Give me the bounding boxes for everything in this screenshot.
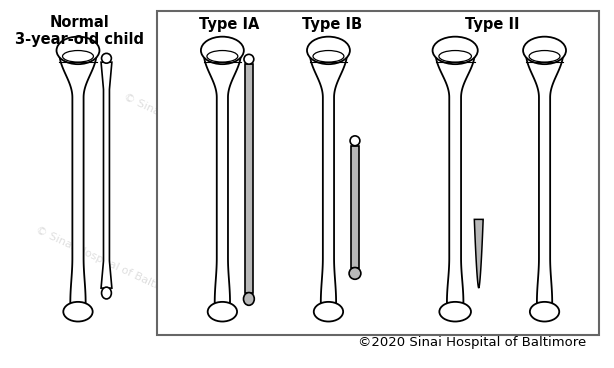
Polygon shape — [60, 52, 96, 303]
Polygon shape — [310, 52, 347, 303]
Text: © Sinai Hospital of Baltimore: © Sinai Hospital of Baltimore — [309, 63, 460, 140]
Ellipse shape — [208, 302, 237, 322]
Ellipse shape — [530, 302, 559, 322]
Polygon shape — [475, 219, 483, 288]
Bar — [157, 11, 599, 335]
Ellipse shape — [314, 302, 343, 322]
Text: ©2020 Sinai Hospital of Baltimore: ©2020 Sinai Hospital of Baltimore — [357, 336, 586, 349]
Ellipse shape — [201, 37, 244, 64]
Text: Type II: Type II — [465, 17, 519, 32]
Ellipse shape — [101, 287, 111, 299]
Text: Type IB: Type IB — [302, 17, 362, 32]
Text: © Sinai Hospital of Baltimore: © Sinai Hospital of Baltimore — [34, 225, 185, 302]
Ellipse shape — [440, 302, 471, 322]
Polygon shape — [204, 52, 241, 303]
Ellipse shape — [523, 37, 566, 64]
Polygon shape — [245, 64, 253, 293]
Ellipse shape — [63, 302, 93, 322]
Ellipse shape — [433, 37, 478, 64]
Ellipse shape — [56, 37, 99, 64]
Ellipse shape — [244, 293, 254, 305]
Text: Type IA: Type IA — [199, 17, 260, 32]
Circle shape — [350, 136, 360, 146]
Circle shape — [349, 268, 361, 279]
Polygon shape — [101, 62, 112, 288]
Text: © Sinai Hospital of Baltimore: © Sinai Hospital of Baltimore — [230, 234, 382, 312]
Text: © Sinai Hospital of Baltimore: © Sinai Hospital of Baltimore — [122, 92, 274, 170]
Polygon shape — [526, 52, 563, 303]
Circle shape — [101, 53, 111, 63]
Circle shape — [244, 54, 254, 64]
Ellipse shape — [307, 37, 350, 64]
Text: Normal
3-year-old child: Normal 3-year-old child — [15, 15, 144, 47]
Polygon shape — [435, 52, 475, 303]
Polygon shape — [351, 146, 359, 269]
Text: © Sinai Hospital of Baltimore: © Sinai Hospital of Baltimore — [427, 190, 578, 268]
Text: © Sinai Hospital of Baltimore: © Sinai Hospital of Baltimore — [446, 28, 597, 106]
